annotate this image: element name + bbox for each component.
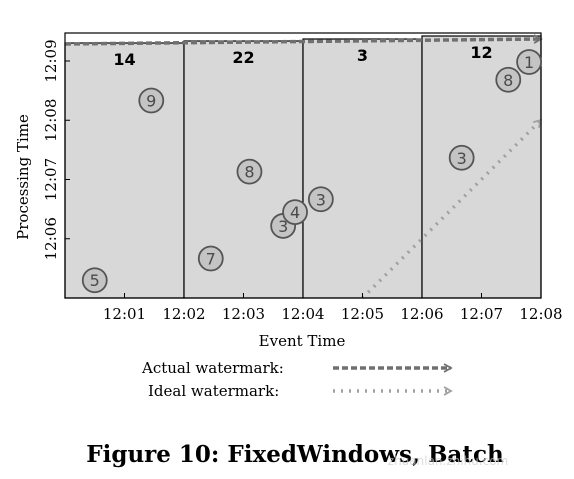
y-tick-label-3: 12:08 [42,99,60,142]
legend: Actual watermark: Ideal watermark: [141,359,453,400]
windows-layer: 14 22 3 12 [64,35,542,299]
x-axis-ticks: 12:01 12:02 12:03 12:04 12:05 12:06 12:07 12:08 [103,293,563,323]
data-point-value-1: 5 [90,271,100,290]
window-4 [421,35,542,299]
y-tick-label-1: 12:06 [42,217,60,260]
data-point-10: 1 [516,49,542,75]
x-tick-label-5: 12:05 [341,305,384,323]
data-point-3: 7 [197,245,224,272]
data-point-value-9: 8 [503,71,513,90]
window-sum-label-3: 3 [357,46,368,65]
x-tick-label-4: 12:04 [281,305,324,323]
data-point-circle-6 [282,199,308,225]
data-point-circle-1 [81,267,108,294]
data-point-value-7: 3 [316,190,326,209]
x-tick-label-3: 12:03 [222,305,265,323]
data-point-circle-10 [516,49,542,75]
data-point-value-4: 8 [244,163,254,182]
y-axis-ticks: 12:06 12:07 12:08 12:09 [42,39,70,260]
window-sum-label-1: 14 [113,50,135,69]
data-point-9: 8 [495,66,522,93]
y-axis-label: Processing Time [14,114,32,240]
data-point-value-8: 3 [457,149,467,168]
data-point-circle-4 [236,158,263,185]
data-point-value-10: 1 [524,53,534,72]
data-point-circle-7 [307,186,334,213]
figure-caption: Figure 10: FixedWindows, Batch [86,441,504,468]
y-tick-label-2: 12:07 [42,158,60,201]
x-tick-label-7: 12:07 [460,305,503,323]
data-point-4: 8 [236,158,263,185]
data-point-8: 3 [448,144,475,171]
data-point-value-6: 4 [290,203,300,222]
x-tick-label-1: 12:01 [103,305,146,323]
x-tick-label-8: 12:08 [519,305,562,323]
data-point-value-2: 9 [146,92,156,111]
source-watermark: zhuanlan.zhihu.com [388,454,508,468]
data-point-1: 5 [81,267,108,294]
data-point-circle-9 [495,66,522,93]
data-point-6: 4 [282,199,308,225]
legend-ideal-label: Ideal watermark: [148,382,279,400]
window-sum-label-2: 22 [232,48,254,67]
window-1 [64,42,185,299]
window-sum-label-4: 12 [470,43,492,62]
data-point-circle-2 [138,87,165,114]
data-point-circle-3 [197,245,224,272]
actual-watermark-line [64,34,543,46]
window-3 [302,38,423,299]
data-point-value-5: 3 [278,217,288,236]
y-tick-label-4: 12:09 [42,39,60,82]
data-point-value-3: 7 [206,250,216,269]
x-tick-label-6: 12:06 [400,305,443,323]
x-tick-label-2: 12:02 [162,305,205,323]
legend-actual-label: Actual watermark: [141,359,284,377]
data-point-2: 9 [138,87,165,114]
watermark-layer [64,34,543,300]
data-point-7: 3 [307,186,334,213]
data-point-circle-8 [448,144,475,171]
x-axis-label: Event Time [259,332,346,350]
